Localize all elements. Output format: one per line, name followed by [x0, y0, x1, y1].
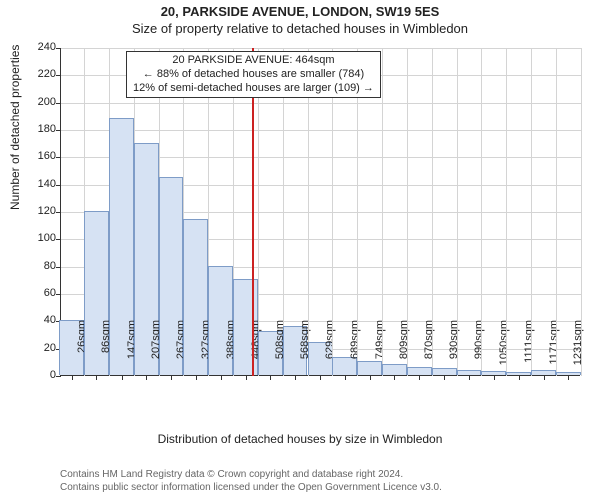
annotation-line3: 12% of semi-detached houses are larger (… — [133, 82, 374, 96]
ytick-mark — [56, 294, 61, 295]
grid-vline — [382, 48, 383, 376]
grid-hline — [61, 48, 581, 49]
grid-hline — [61, 130, 581, 131]
ytick-mark — [56, 48, 61, 49]
annotation-line1: 20 PARKSIDE AVENUE: 464sqm — [133, 54, 374, 68]
xtick-mark — [494, 375, 495, 380]
xtick-label: 1050sqm — [498, 320, 510, 380]
xtick-mark — [519, 375, 520, 380]
xtick-mark — [270, 375, 271, 380]
ytick-label: 80 — [21, 260, 56, 272]
xtick-mark — [221, 375, 222, 380]
ytick-mark — [56, 157, 61, 158]
grid-vline — [457, 48, 458, 376]
plot-area: 02040608010012014016018020022024026sqm86… — [60, 48, 580, 418]
annotation-box: 20 PARKSIDE AVENUE: 464sqm← 88% of detac… — [126, 51, 381, 98]
plot-inner: 02040608010012014016018020022024026sqm86… — [60, 48, 580, 376]
xtick-label: 1171sqm — [548, 320, 560, 380]
ytick-mark — [56, 239, 61, 240]
ytick-mark — [56, 75, 61, 76]
ytick-label: 40 — [21, 314, 56, 326]
xtick-label: 1231sqm — [572, 320, 584, 380]
ytick-label: 20 — [21, 342, 56, 354]
xtick-mark — [394, 375, 395, 380]
xtick-mark — [469, 375, 470, 380]
xtick-mark — [370, 375, 371, 380]
xtick-mark — [345, 375, 346, 380]
chart-footnote: Contains HM Land Registry data © Crown c… — [60, 469, 442, 494]
ytick-label: 240 — [21, 41, 56, 53]
ytick-label: 180 — [21, 123, 56, 135]
x-axis-title: Distribution of detached houses by size … — [0, 432, 600, 446]
ytick-label: 0 — [21, 369, 56, 381]
ytick-label: 160 — [21, 150, 56, 162]
y-axis-title: Number of detached properties — [8, 45, 22, 210]
ytick-mark — [56, 130, 61, 131]
chart-title-address: 20, PARKSIDE AVENUE, LONDON, SW19 5ES — [0, 0, 600, 20]
xtick-mark — [171, 375, 172, 380]
chart-title-subtitle: Size of property relative to detached ho… — [0, 20, 600, 37]
ytick-label: 60 — [21, 287, 56, 299]
xtick-mark — [568, 375, 569, 380]
xtick-mark — [419, 375, 420, 380]
xtick-mark — [146, 375, 147, 380]
ytick-mark — [56, 267, 61, 268]
xtick-mark — [320, 375, 321, 380]
grid-vline — [556, 48, 557, 376]
ytick-mark — [56, 103, 61, 104]
xtick-mark — [295, 375, 296, 380]
ytick-label: 220 — [21, 68, 56, 80]
annotation-line2: ← 88% of detached houses are smaller (78… — [133, 68, 374, 82]
xtick-mark — [196, 375, 197, 380]
footnote-line1: Contains HM Land Registry data © Crown c… — [60, 469, 442, 482]
xtick-mark — [72, 375, 73, 380]
ytick-mark — [56, 185, 61, 186]
ytick-mark — [56, 212, 61, 213]
xtick-mark — [122, 375, 123, 380]
grid-vline — [481, 48, 482, 376]
ytick-label: 100 — [21, 232, 56, 244]
xtick-mark — [444, 375, 445, 380]
ytick-label: 140 — [21, 178, 56, 190]
xtick-mark — [544, 375, 545, 380]
grid-vline — [432, 48, 433, 376]
grid-vline — [407, 48, 408, 376]
xtick-mark — [96, 375, 97, 380]
grid-hline — [61, 103, 581, 104]
chart-container: 20, PARKSIDE AVENUE, LONDON, SW19 5ES Si… — [0, 0, 600, 500]
footnote-line2: Contains public sector information licen… — [60, 482, 442, 495]
ytick-mark — [56, 376, 61, 377]
xtick-mark — [246, 375, 247, 380]
grid-vline — [581, 48, 582, 376]
grid-vline — [506, 48, 507, 376]
grid-vline — [531, 48, 532, 376]
ytick-label: 120 — [21, 205, 56, 217]
ytick-label: 200 — [21, 96, 56, 108]
